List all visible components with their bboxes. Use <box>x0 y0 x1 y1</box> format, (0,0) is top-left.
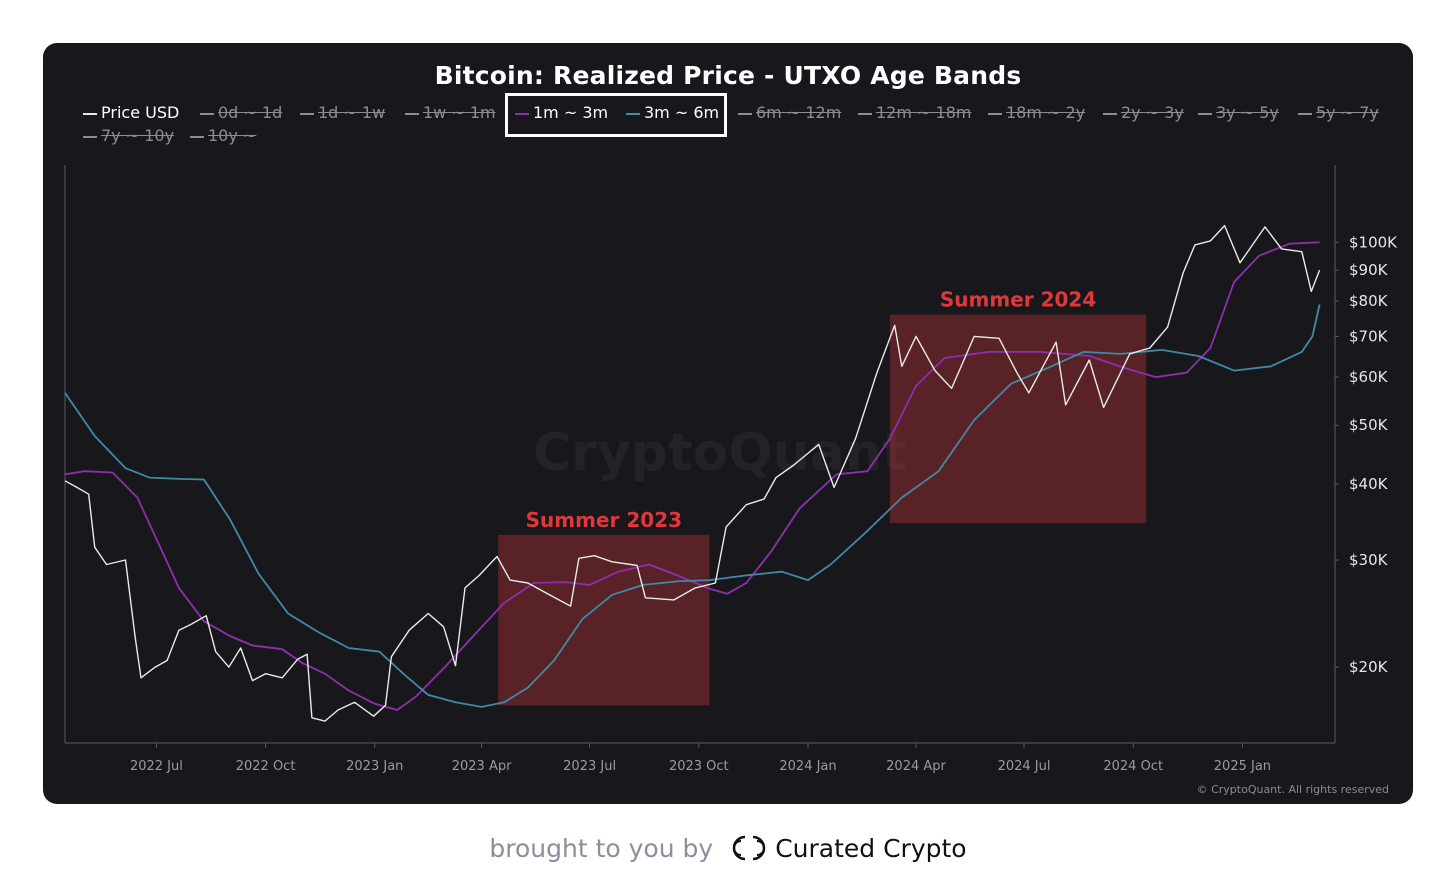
legend-label: 5y ~ 7y <box>1316 103 1379 122</box>
series-line-3m-6m <box>64 304 1321 708</box>
legend-item[interactable]: 12m ~ 18m <box>858 103 971 122</box>
y-tick-label: $70K <box>1349 327 1389 345</box>
legend-label: 18m ~ 2y <box>1006 103 1086 122</box>
x-tick-label: 2022 Oct <box>236 759 296 774</box>
legend-swatch <box>1103 112 1117 115</box>
legend-item[interactable]: 1w ~ 1m <box>405 103 496 122</box>
legend-label: 0d ~ 1d <box>218 103 283 122</box>
legend-swatch <box>83 135 97 138</box>
y-tick-label: $50K <box>1349 416 1389 434</box>
annotation-box <box>498 534 710 706</box>
annotation-label: Summer 2024 <box>940 288 1096 312</box>
y-tick-label: $20K <box>1349 658 1389 676</box>
chart-title: Bitcoin: Realized Price - UTXO Age Bands <box>434 61 1022 90</box>
legend-label: 10y ~ <box>208 126 257 145</box>
legend-item[interactable]: 2y ~ 3y <box>1103 103 1184 122</box>
legend-item[interactable]: 1d ~ 1w <box>300 103 385 122</box>
footer-credit: brought to you by Curated Crypto <box>0 828 1456 868</box>
footer-brand: Curated Crypto <box>775 833 967 863</box>
legend-item[interactable]: Price USD <box>83 103 179 122</box>
legend-label: 1w ~ 1m <box>423 103 496 122</box>
legend-swatch <box>626 112 640 115</box>
copyright-text: © CryptoQuant. All rights reserved <box>1196 783 1389 796</box>
legend-swatch <box>988 112 1002 115</box>
legend-swatch <box>1298 112 1312 115</box>
x-tick-label: 2024 Apr <box>886 759 946 774</box>
series-line-1m-3m <box>64 241 1320 711</box>
legend-swatch <box>738 112 752 115</box>
chart-legend: Price USD 0d ~ 1d 1d ~ 1w 1w ~ 1m 1m ~ 3m 3m … <box>83 103 1383 151</box>
chart-plot-area: 2022 Jul 2022 Oct 2023 Jan 2023 Apr 2023 Jul… <box>64 165 1398 774</box>
y-tick-label: $100K <box>1349 233 1398 251</box>
y-tick-label: $40K <box>1349 475 1389 493</box>
legend-swatch <box>405 112 419 115</box>
legend-item[interactable]: 10y ~ <box>190 126 256 145</box>
legend-label: 7y ~ 10y <box>101 126 175 145</box>
y-tick-label: $30K <box>1349 551 1389 569</box>
legend-item[interactable]: 3m ~ 6m <box>626 103 719 122</box>
chart-card: Bitcoin: Realized Price - UTXO Age Bands… <box>43 43 1413 804</box>
legend-swatch <box>300 112 314 115</box>
x-tick-label: 2023 Oct <box>669 759 729 774</box>
legend-label: Price USD <box>101 103 180 122</box>
y-tick-label: $80K <box>1349 292 1389 310</box>
x-tick-label: 2023 Jan <box>346 759 403 774</box>
legend-item[interactable]: 6m ~ 12m <box>738 103 841 122</box>
series-line-price-usd <box>64 224 1321 722</box>
x-tick-label: 2023 Apr <box>452 759 512 774</box>
legend-label: 6m ~ 12m <box>756 103 842 122</box>
legend-label: 3m ~ 6m <box>644 103 720 122</box>
legend-swatch <box>200 112 214 115</box>
x-tick-label: 2024 Jul <box>998 759 1051 774</box>
x-tick-label: 2024 Oct <box>1103 759 1163 774</box>
legend-label: 1d ~ 1w <box>318 103 386 122</box>
annotation-box <box>889 314 1147 524</box>
legend-highlight-box <box>505 93 727 137</box>
y-tick-label: $90K <box>1349 261 1389 279</box>
x-tick-label: 2025 Jan <box>1214 759 1271 774</box>
legend-item[interactable]: 3y ~ 5y <box>1198 103 1279 122</box>
legend-item[interactable]: 5y ~ 7y <box>1298 103 1379 122</box>
footer-prefix: brought to you by <box>489 833 714 863</box>
legend-swatch <box>83 112 97 115</box>
curated-crypto-logo-icon <box>733 835 766 861</box>
legend-item[interactable]: 0d ~ 1d <box>200 103 282 122</box>
legend-label: 2y ~ 3y <box>1121 103 1184 122</box>
x-tick-label: 2022 Jul <box>130 759 183 774</box>
legend-label: 1m ~ 3m <box>533 103 609 122</box>
y-tick-label: $60K <box>1349 368 1389 386</box>
legend-swatch <box>858 112 872 115</box>
legend-swatch <box>1198 112 1212 115</box>
legend-item[interactable]: 1m ~ 3m <box>515 103 608 122</box>
x-tick-label: 2024 Jan <box>779 759 836 774</box>
legend-item[interactable]: 18m ~ 2y <box>988 103 1085 122</box>
x-tick-label: 2023 Jul <box>563 759 616 774</box>
legend-swatch <box>515 112 529 115</box>
legend-label: 3y ~ 5y <box>1216 103 1279 122</box>
legend-label: 12m ~ 18m <box>876 103 972 122</box>
annotation-label: Summer 2023 <box>526 508 682 532</box>
legend-item[interactable]: 7y ~ 10y <box>83 126 174 145</box>
legend-swatch <box>190 135 204 138</box>
